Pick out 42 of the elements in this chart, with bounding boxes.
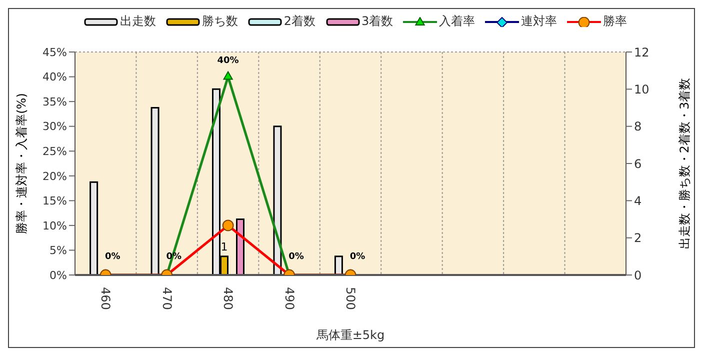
y2-tick-label: 0 bbox=[634, 268, 642, 282]
legend-label: 勝ち数 bbox=[202, 13, 238, 30]
bar bbox=[150, 107, 160, 275]
y2-tick-label: 8 bbox=[634, 120, 642, 134]
x-axis-title: 馬体重±5kg bbox=[315, 328, 385, 342]
bar bbox=[334, 256, 343, 275]
y-tick-label: 20% bbox=[42, 170, 67, 183]
y2-tick-label: 6 bbox=[634, 156, 642, 171]
y-tick-label: 25% bbox=[42, 145, 67, 158]
y2-tick-label: 2 bbox=[634, 231, 642, 246]
y-tick-label: 0% bbox=[50, 268, 67, 282]
y-axis-title: 勝率・連対率・入着率(%) bbox=[14, 93, 28, 234]
x-tick-label: 490 bbox=[282, 287, 296, 310]
legend-label: 入着率 bbox=[439, 13, 476, 30]
data-label: 0% bbox=[104, 252, 120, 262]
bar bbox=[273, 126, 282, 275]
data-label: 1 bbox=[220, 240, 228, 254]
y-tick-label: 40% bbox=[42, 70, 67, 84]
y2-tick-label: 10 bbox=[634, 82, 650, 96]
x-tick-label: 480 bbox=[221, 287, 236, 310]
legend-label: 出走数 bbox=[120, 13, 156, 30]
legend-label: 勝率 bbox=[603, 13, 628, 30]
y-tick-label: 35% bbox=[42, 95, 67, 108]
legend-label: 2着数 bbox=[284, 13, 316, 30]
legend-label: 連対率 bbox=[521, 13, 558, 30]
y-tick-label: 30% bbox=[42, 120, 67, 134]
data-label: 40% bbox=[217, 56, 239, 66]
y-tick-label: 45% bbox=[42, 46, 67, 59]
data-label: 0% bbox=[350, 252, 366, 262]
x-tick-label: 460 bbox=[98, 287, 113, 310]
y2-tick-label: 4 bbox=[634, 194, 642, 208]
y-tick-label: 5% bbox=[50, 244, 67, 258]
y2-tick-label: 12 bbox=[634, 45, 650, 60]
bar bbox=[236, 218, 244, 275]
y-tick-label: 15% bbox=[42, 194, 67, 208]
legend-label: 3着数 bbox=[362, 13, 394, 30]
data-label: 0% bbox=[288, 252, 304, 262]
x-tick-label: 470 bbox=[160, 287, 174, 310]
x-tick-label: 500 bbox=[344, 287, 358, 310]
y-tick-label: 10% bbox=[42, 219, 67, 232]
y2-axis-title: 出走数・勝ち数・2着数・3着数 bbox=[677, 78, 692, 250]
bar bbox=[90, 181, 98, 275]
